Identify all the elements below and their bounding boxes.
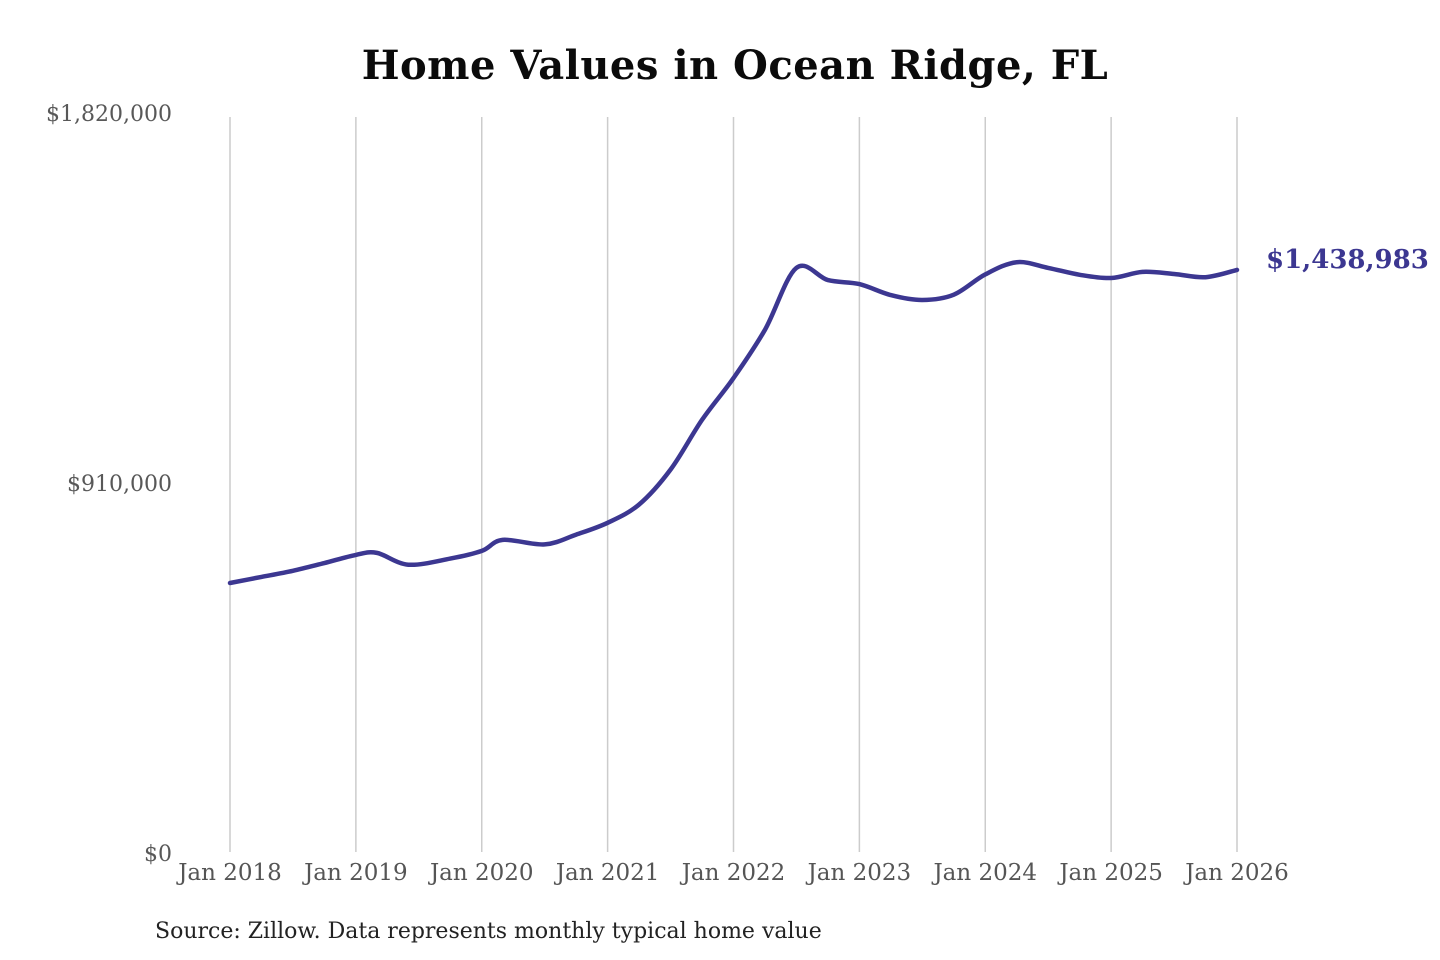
home-value-line: [227, 259, 1240, 586]
source-note: Source: Zillow. Data represents monthly …: [155, 919, 822, 944]
gridlines: [229, 117, 1238, 852]
chart-title: Home Values in Ocean Ridge, FL: [361, 42, 1109, 89]
